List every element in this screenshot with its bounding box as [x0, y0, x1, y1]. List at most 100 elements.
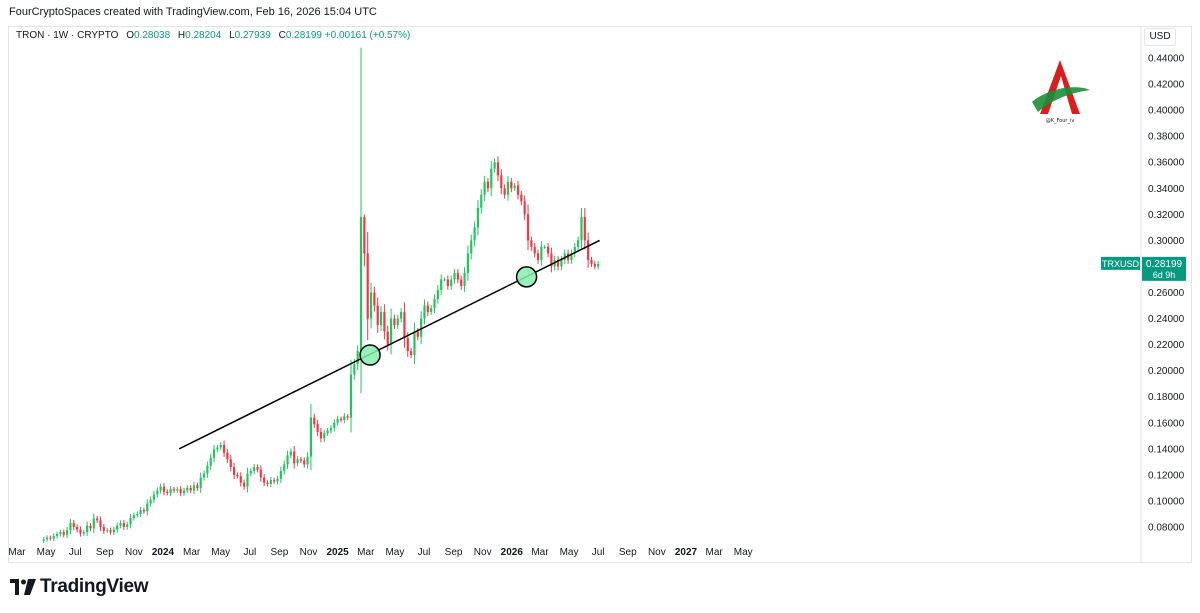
- x-tick-label: Nov: [648, 547, 666, 558]
- candle: [66, 526, 69, 539]
- x-tick-label: Mar: [531, 547, 549, 558]
- candle: [42, 536, 45, 544]
- y-tick-label: 0.30000: [1148, 236, 1185, 247]
- x-tick-label: Sep: [619, 547, 637, 558]
- candle: [536, 249, 540, 264]
- candle: [403, 302, 406, 348]
- touch-point-marker[interactable]: [359, 344, 381, 366]
- candle: [526, 204, 530, 251]
- candle: [199, 472, 202, 493]
- candle: [456, 269, 459, 284]
- candle: [189, 485, 192, 494]
- candle: [92, 513, 95, 534]
- candle: [376, 297, 379, 333]
- candle: [309, 403, 313, 471]
- symbol-tag: [1101, 256, 1140, 270]
- x-tick-label: May: [734, 547, 753, 558]
- x-tick-label: Mar: [705, 547, 723, 558]
- touch-point-marker[interactable]: [515, 266, 538, 288]
- candle: [319, 427, 323, 443]
- candle: [533, 243, 536, 258]
- tradingview-logo[interactable]: TradingView: [10, 576, 149, 598]
- candle: [323, 429, 326, 442]
- tradingview-wordmark: TradingView: [40, 576, 149, 597]
- candle: [219, 442, 222, 451]
- candle: [313, 413, 316, 428]
- candle: [530, 236, 533, 251]
- candle: [266, 480, 269, 487]
- candle: [119, 520, 122, 529]
- candle: [316, 419, 319, 437]
- brand-logo: @K_Four_iv: [1032, 60, 1090, 124]
- candle: [556, 256, 560, 271]
- candle: [470, 234, 473, 260]
- candle: [99, 516, 102, 531]
- open-value: 0.28038: [133, 30, 171, 41]
- candle: [440, 274, 443, 295]
- candle: [159, 483, 162, 494]
- candle: [279, 466, 282, 484]
- candle: [493, 158, 496, 173]
- last-price-text: 0.28199: [1146, 259, 1183, 270]
- y-axis: 0.44000 0.42000 0.40000 0.38000 0.36000 0.340…: [1140, 26, 1185, 562]
- candle: [423, 299, 426, 325]
- candle: [463, 267, 466, 292]
- y-tick-label: 0.32000: [1148, 210, 1185, 221]
- candle: [560, 256, 563, 271]
- candle: [116, 522, 119, 533]
- x-tick-label: May: [560, 547, 579, 558]
- y-tick-label: 0.34000: [1148, 184, 1185, 195]
- candle: [156, 487, 159, 498]
- candle: [112, 526, 115, 535]
- x-tick-label: Jul: [69, 547, 82, 558]
- low-label: L: [229, 30, 235, 41]
- y-tick-label: 0.36000: [1148, 158, 1185, 169]
- candle: [209, 453, 212, 471]
- candle: [79, 526, 82, 537]
- candle: [393, 314, 396, 329]
- candle: [339, 416, 343, 423]
- candle: [182, 487, 186, 496]
- chart-frame: [8, 26, 1192, 563]
- candle: [196, 482, 199, 491]
- support-trendline[interactable]: [178, 239, 600, 450]
- candle: [146, 499, 149, 516]
- y-tick-label: 0.18000: [1148, 392, 1185, 403]
- candle: [396, 314, 399, 329]
- candle: [89, 522, 92, 532]
- y-tick-label: 0.24000: [1148, 314, 1185, 325]
- candle: [236, 472, 239, 479]
- candle: [453, 269, 456, 284]
- candle: [162, 483, 166, 496]
- candle: [62, 529, 65, 538]
- candle: [583, 207, 586, 250]
- y-tick-label: 0.38000: [1148, 132, 1185, 143]
- y-tick-label: 0.26000: [1148, 288, 1185, 299]
- candle: [55, 531, 59, 539]
- candle: [243, 479, 246, 490]
- candle: [356, 345, 359, 371]
- x-tick-label: Jul: [418, 547, 431, 558]
- candle: [383, 304, 386, 340]
- x-tick-label: Nov: [125, 547, 143, 558]
- candle: [216, 444, 219, 453]
- open-label: O: [126, 30, 134, 41]
- candle: [523, 195, 526, 221]
- currency-button[interactable]: USD: [1144, 28, 1176, 46]
- candle: [483, 175, 486, 201]
- low-value: 0.27939: [234, 30, 271, 41]
- x-tick-label: Mar: [183, 547, 201, 558]
- candle: [420, 311, 423, 345]
- candle: [460, 275, 463, 290]
- symbol-label[interactable]: TRON · 1W · CRYPTO: [16, 30, 119, 41]
- candle: [410, 347, 413, 359]
- candle: [229, 454, 232, 472]
- candle: [109, 527, 112, 535]
- high-label: H: [177, 30, 186, 41]
- candle: [126, 521, 129, 530]
- price-label: [1142, 256, 1186, 281]
- candle: [246, 467, 249, 493]
- candle: [436, 285, 439, 304]
- candle: [400, 308, 403, 323]
